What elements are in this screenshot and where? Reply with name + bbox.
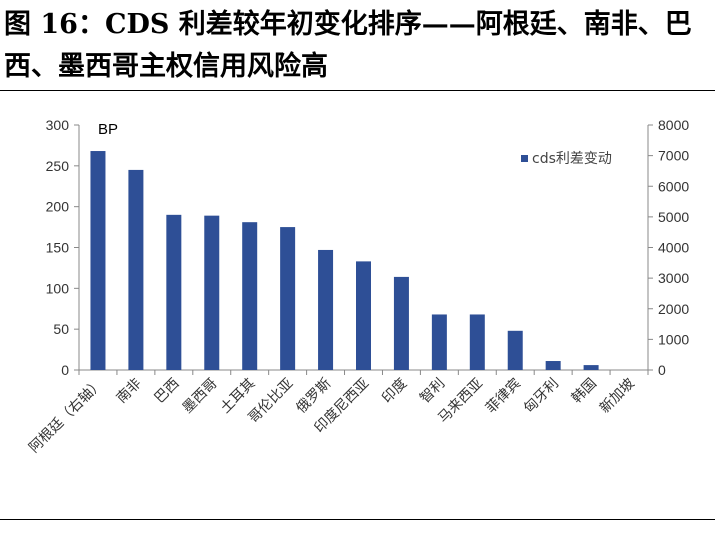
legend-swatch — [521, 155, 528, 162]
category-label: 匈牙利 — [521, 376, 562, 417]
category-label: 南非 — [114, 376, 145, 407]
y-tick-label: 300 — [46, 117, 70, 133]
bar — [545, 361, 561, 370]
y2-tick-label: 4000 — [658, 240, 689, 256]
category-label: 菲律宾 — [483, 376, 524, 417]
y2-tick-label: 6000 — [658, 178, 689, 194]
bar — [204, 215, 220, 370]
category-label: 韩国 — [569, 376, 600, 407]
bar — [242, 222, 258, 370]
y-tick-label: 250 — [46, 158, 70, 174]
bar — [393, 276, 409, 370]
bar — [90, 151, 106, 370]
unit-label: BP — [98, 121, 118, 138]
category-label: 智利 — [417, 376, 448, 407]
bar — [318, 249, 334, 370]
category-label: 印度 — [379, 376, 410, 407]
bar — [469, 314, 485, 370]
legend-label: cds利差变动 — [532, 151, 612, 167]
bottom-rule — [0, 519, 715, 520]
y-tick-label: 150 — [46, 240, 70, 256]
bar — [431, 314, 447, 370]
category-label: 墨西哥 — [180, 376, 221, 417]
y2-tick-label: 0 — [658, 362, 666, 378]
y-tick-label: 200 — [46, 199, 70, 215]
bar — [280, 227, 296, 370]
figure-title: 图 16：CDS 利差较年初变化排序——阿根廷、南非、巴西、墨西哥主权信用风险高 — [4, 9, 692, 82]
y2-tick-label: 5000 — [658, 209, 689, 225]
bar — [128, 169, 144, 370]
y2-tick-label: 7000 — [658, 148, 689, 164]
bar — [166, 214, 182, 370]
category-label: 巴西 — [152, 376, 183, 407]
category-label: 阿根廷（右轴） — [26, 376, 107, 457]
y-tick-label: 50 — [53, 321, 69, 337]
bar — [356, 261, 371, 370]
y2-tick-label: 1000 — [658, 331, 689, 347]
title-rule — [0, 90, 715, 91]
y-tick-label: 100 — [46, 280, 70, 296]
y-tick-label: 0 — [61, 362, 69, 378]
y2-tick-label: 2000 — [658, 301, 689, 317]
category-label: 新加坡 — [597, 376, 638, 417]
y2-tick-label: 3000 — [658, 270, 689, 286]
y2-tick-label: 8000 — [658, 117, 689, 133]
bar — [583, 365, 599, 370]
bar — [507, 330, 523, 370]
